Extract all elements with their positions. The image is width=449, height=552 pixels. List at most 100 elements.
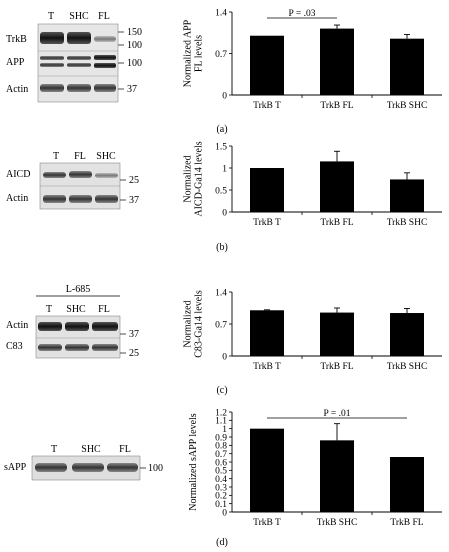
row-label-aicd: AICD [6, 169, 30, 180]
marker-b-25: 25 [129, 175, 139, 186]
x-tick-label: TrkB FL [320, 218, 353, 228]
y-tick-label: 1 [222, 164, 227, 174]
y-axis-label: Normalized APPFL levels [183, 19, 205, 87]
y-axis-label-line: FL levels [194, 35, 205, 72]
y-tick-label: 1.5 [215, 142, 227, 152]
band [67, 63, 91, 67]
lane-label-c-1: T [46, 304, 52, 315]
band [43, 172, 66, 178]
x-tick-label: TrkB SHC [387, 362, 428, 372]
band [43, 195, 66, 203]
band [107, 463, 138, 472]
band [38, 344, 62, 351]
bar-chart-c: 0 0.7 1.4 TrkB T TrkB FL TrkB SHC NormalizedC8… [183, 288, 442, 372]
lane-label-a-2: SHC [69, 11, 89, 22]
treatment-label: L-685 [66, 284, 90, 295]
y-tick-label: 0.7 [215, 50, 227, 60]
lane-label-b-1: T [53, 151, 59, 162]
y-tick-label: 0.6 [215, 458, 227, 468]
y-tick-label: 0.8 [215, 442, 227, 452]
row-label-sapp: sAPP [4, 462, 27, 473]
x-tick-label: TrkB FL [390, 518, 423, 528]
significance-label: P = .03 [289, 9, 316, 19]
significance-label: P = .01 [324, 409, 351, 419]
y-tick-label: 0 [222, 352, 227, 362]
row-label-actin-b: Actin [6, 193, 28, 204]
row-label-app: APP [6, 57, 25, 68]
lane-label-b-3: SHC [96, 151, 116, 162]
y-tick-label: 0.7 [215, 320, 227, 330]
y-axis-label-line: Normalized [183, 300, 194, 347]
band [94, 63, 116, 68]
panel-label-a: (a) [216, 124, 227, 135]
band [67, 84, 91, 92]
y-axis-label-line: Normalized [183, 155, 194, 202]
y-tick-label: 0 [222, 208, 227, 218]
lane-label-d-1: T [51, 444, 57, 455]
y-tick-label: 0.5 [215, 186, 227, 196]
lane-label-d-2: SHC [81, 444, 101, 455]
row-label-c83: C83 [6, 341, 23, 352]
lane-label-c-2: SHC [66, 304, 86, 315]
blot-d: T SHC FL sAPP 100 [4, 444, 163, 481]
bar [390, 38, 424, 95]
bar [390, 457, 424, 512]
band [69, 171, 92, 178]
marker-c-37: 37 [129, 329, 139, 340]
band [40, 56, 64, 60]
marker-d-100: 100 [148, 463, 163, 474]
marker-a-100b: 100 [127, 58, 142, 69]
bar [320, 28, 354, 96]
marker-a-150: 150 [127, 27, 142, 38]
y-axis-label: NormalizedC83-Ga14 levels [183, 290, 205, 358]
x-tick-label: TrkB SHC [387, 218, 428, 228]
bar [390, 313, 424, 356]
band [72, 463, 104, 472]
band [92, 322, 118, 331]
x-tick-label: TrkB T [253, 218, 281, 228]
y-tick-label: 1.4 [215, 288, 227, 298]
band [40, 32, 64, 44]
y-tick-label: 1.4 [215, 8, 227, 18]
y-axis-label-line: C83-Ga14 levels [194, 290, 205, 358]
band [40, 63, 64, 67]
y-axis-label-line: AICD-Ga14 levels [194, 141, 205, 216]
bar [250, 35, 284, 95]
x-tick-label: TrkB T [253, 101, 281, 111]
band [92, 344, 118, 351]
band [65, 344, 89, 351]
band [40, 84, 64, 92]
bar [390, 179, 424, 212]
lane-label-b-2: FL [74, 151, 86, 162]
x-tick-label: TrkB T [253, 362, 281, 372]
blot-b: T FL SHC AICD Actin 25 37 [6, 151, 139, 210]
marker-c-25: 25 [129, 348, 139, 359]
lane-label-a-3: FL [98, 11, 110, 22]
bar [320, 312, 354, 356]
band [38, 322, 62, 331]
blot-a: T SHC FL TrkB APP Actin 150 100 100 37 [6, 11, 142, 103]
bar [250, 168, 284, 212]
x-tick-label: TrkB SHC [387, 101, 428, 111]
y-tick-label: 0.7 [215, 450, 227, 460]
bar-chart-b: 0 0.5 1 1.5 TrkB T TrkB FL TrkB SHC NormalizedA… [183, 141, 442, 228]
y-axis-label: Normalized sAPP levels [188, 413, 199, 511]
y-tick-label: 0.4 [215, 475, 227, 485]
band [67, 56, 91, 60]
bar-chart-d: 00.10.20.30.40.50.60.70.80.911.11.2 TrkB … [188, 408, 442, 528]
blot-c: L-685 T SHC FL Actin C83 37 25 [6, 284, 139, 359]
y-axis-label-line: Normalized APP [183, 19, 194, 87]
x-tick-label: TrkB FL [320, 101, 353, 111]
y-tick-label: 1.2 [215, 408, 227, 418]
lane-label-a-1: T [48, 11, 54, 22]
x-tick-label: TrkB SHC [317, 518, 358, 528]
lane-label-c-3: FL [98, 304, 110, 315]
bar [250, 310, 284, 356]
band [94, 36, 116, 42]
bar-chart-a: 0 0.7 1.4 TrkB T TrkB FL TrkB SHC P = .03 Norma… [183, 8, 442, 111]
y-tick-label: 1 [222, 425, 227, 435]
y-tick-label: 0.3 [215, 483, 227, 493]
y-tick-label: 0.1 [215, 500, 227, 510]
bar [250, 428, 284, 512]
